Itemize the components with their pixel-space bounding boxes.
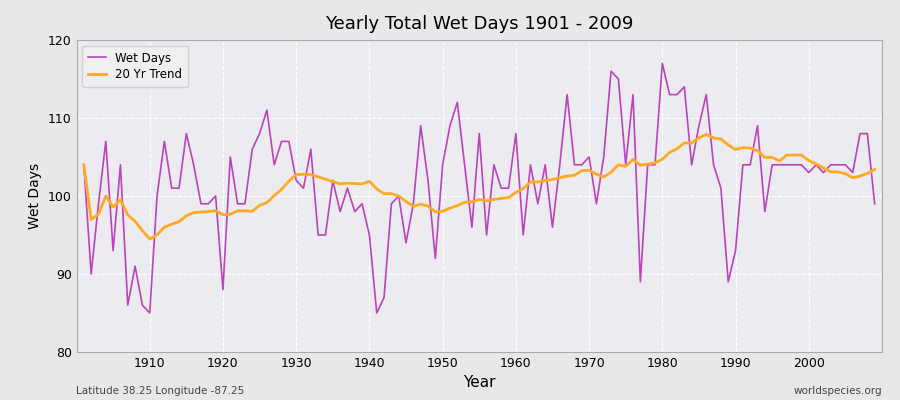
Wet Days: [869, 201, 880, 206]
Wet Days: [78, 162, 89, 167]
20 Yr Trend: [510, 190, 521, 195]
Y-axis label: Wet Days: Wet Days: [28, 163, 42, 229]
Text: Latitude 38.25 Longitude -87.25: Latitude 38.25 Longitude -87.25: [76, 386, 245, 396]
Legend: Wet Days, 20 Yr Trend: Wet Days, 20 Yr Trend: [83, 46, 188, 87]
Wet Days: [305, 147, 316, 152]
Text: worldspecies.org: worldspecies.org: [794, 386, 882, 396]
Wet Days: [518, 232, 528, 237]
20 Yr Trend: [701, 132, 712, 137]
Line: Wet Days: Wet Days: [84, 63, 875, 313]
20 Yr Trend: [305, 172, 316, 177]
Wet Days: [510, 131, 521, 136]
X-axis label: Year: Year: [463, 376, 496, 390]
20 Yr Trend: [349, 181, 360, 186]
20 Yr Trend: [518, 186, 528, 191]
Wet Days: [606, 69, 616, 74]
20 Yr Trend: [78, 162, 89, 167]
Wet Days: [657, 61, 668, 66]
20 Yr Trend: [606, 170, 616, 175]
Title: Yearly Total Wet Days 1901 - 2009: Yearly Total Wet Days 1901 - 2009: [325, 15, 634, 33]
Wet Days: [144, 310, 155, 315]
20 Yr Trend: [144, 236, 155, 241]
Line: 20 Yr Trend: 20 Yr Trend: [84, 134, 875, 239]
Wet Days: [137, 303, 148, 308]
20 Yr Trend: [869, 167, 880, 172]
20 Yr Trend: [137, 228, 148, 233]
Wet Days: [349, 209, 360, 214]
